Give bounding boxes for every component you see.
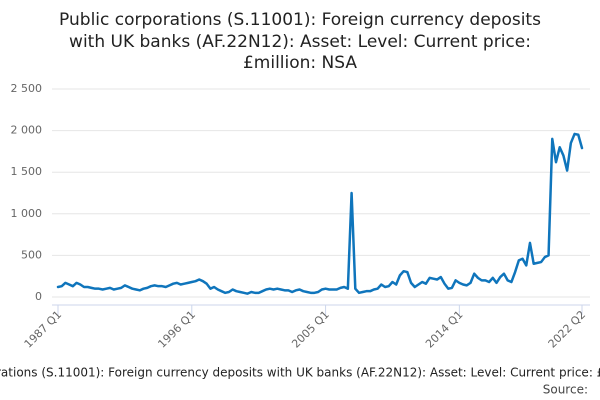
y-tick-label: 2 500 [11,82,43,95]
source: Source: [543,383,588,397]
chart-title: £million: NSA [243,53,357,73]
y-tick-label: 1 500 [11,165,43,178]
x-tick-label: 2022 Q2 [546,308,589,351]
x-tick-label: 2005 Q1 [289,308,332,351]
x-tick-label: 1987 Q1 [22,308,65,351]
y-tick-label: 2 000 [11,124,43,137]
chart-title: Public corporations (S.11001): Foreign c… [59,10,541,30]
chart-title: with UK banks (AF.22N12): Asset: Level: … [69,32,531,52]
y-tick-label: 0 [35,290,42,303]
series-line [56,132,584,295]
x-tick-label: 2014 Q1 [423,308,466,351]
y-tick-label: 500 [21,248,42,261]
y-tick-label: 1 000 [11,207,43,220]
x-tick-label: 1996 Q1 [155,308,198,351]
legend-label: Public corporations (S.11001): Foreign c… [0,366,600,380]
